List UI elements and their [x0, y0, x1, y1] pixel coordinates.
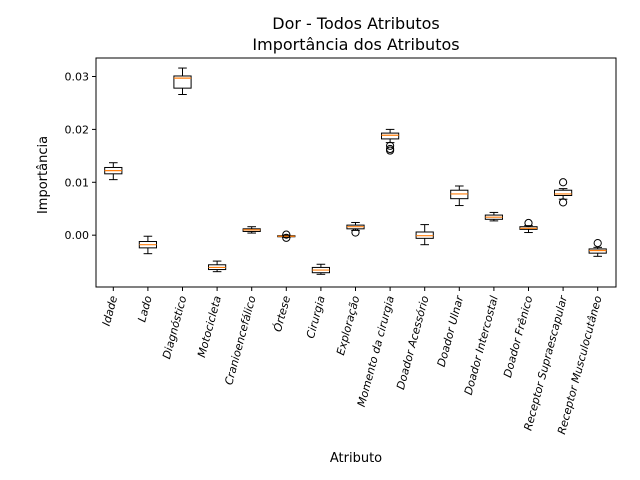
x-tick-label: Momento da cirurgia [355, 294, 397, 408]
y-axis-label: Importância [36, 136, 51, 214]
x-axis-label: Atributo [330, 451, 382, 466]
x-tick-label: Doador Ulnar [435, 293, 467, 368]
outlier-point [524, 218, 533, 228]
plot-frame [95, 57, 617, 288]
x-tick-label: Órtese [271, 294, 293, 333]
x-tick-label: Idade [100, 294, 121, 327]
x-tick-label: Exploração [334, 294, 362, 357]
y-tick-label: 0.02 [65, 123, 90, 136]
outlier-point [282, 230, 291, 239]
y-tick-label: 0.01 [65, 176, 90, 189]
x-tick-label: Doador Intercostal [462, 294, 501, 396]
outlier-point [386, 144, 395, 154]
outlier-point [282, 233, 291, 242]
x-tick-label: Diagnóstico [160, 294, 189, 360]
x-tick-label: Doador Frênico [501, 294, 535, 379]
box [381, 132, 400, 140]
x-tick-label: Cirurgia [304, 294, 328, 340]
outlier-point [386, 141, 395, 150]
outlier-point [559, 198, 568, 207]
chart-title: Dor - Todos Atributos [272, 14, 440, 33]
x-tick-label: Lado [135, 294, 155, 323]
x-tick-label: Motocicleta [195, 294, 224, 359]
outlier-point [559, 178, 568, 187]
y-tick-label: 0.00 [65, 229, 90, 242]
box [554, 189, 573, 197]
chart-subtitle: Importância dos Atributos [252, 35, 459, 54]
outlier-point [593, 239, 602, 248]
outlier-point [351, 228, 360, 237]
y-tick-label: 0.03 [65, 71, 90, 84]
plot-area: 0.00 0.01 0.02 0.03 Idade Lado Diagnóstico Moto… [65, 67, 607, 436]
x-tick-label: Cranioencefálico [222, 294, 258, 386]
x-tick-label: Doador Acessório [394, 294, 432, 391]
box [173, 75, 192, 89]
